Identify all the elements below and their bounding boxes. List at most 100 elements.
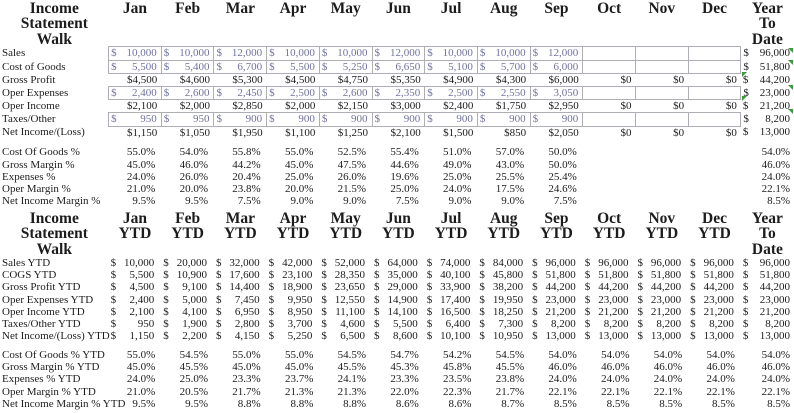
cell-taxes-other-ytd-jun-ytd[interactable]: $5,500 bbox=[372, 318, 425, 330]
cell-taxes-other-mar[interactable]: $900 bbox=[213, 112, 268, 127]
cell-cogs-ytd-dec-ytd[interactable]: $51,800 bbox=[688, 269, 741, 281]
row-label-net-income-margin-ytd[interactable]: Net Income Margin % YTD bbox=[2, 397, 126, 410]
cell-net-income-margin-ytd-apr-ytd[interactable]: 8.8% bbox=[290, 397, 314, 410]
cell-gross-profit-ytd-nov-ytd[interactable]: $44,200 bbox=[635, 281, 688, 293]
cell-cost-of-goods-mar[interactable]: $6,700 bbox=[213, 59, 268, 74]
cell-gross-margin-ytd-oct-ytd[interactable]: 46.0% bbox=[601, 361, 630, 374]
cell-gross-profit-ytd-apr-ytd[interactable]: $18,900 bbox=[267, 281, 320, 293]
cell-oper-expenses-feb[interactable]: $2,600 bbox=[160, 85, 215, 101]
cell-gross-margin-ytd-may-ytd[interactable]: 45.5% bbox=[337, 361, 367, 374]
cell-oper-income-feb[interactable]: $2,000 bbox=[179, 100, 210, 113]
cell-expenses-ytd-nov-ytd[interactable]: 24.0% bbox=[653, 373, 683, 386]
cell-taxes-other-nov[interactable] bbox=[634, 112, 689, 127]
column-header-sep-ytd[interactable]: Sep YTD bbox=[540, 210, 573, 243]
column-header-dec-ytd[interactable]: Dec YTD bbox=[698, 210, 731, 243]
cell-net-income-loss-ytd-oct-ytd[interactable]: $13,000 bbox=[583, 330, 636, 342]
column-header-oct-ytd[interactable]: Oct YTD bbox=[592, 210, 626, 243]
cell-sales-apr[interactable]: $10,000 bbox=[266, 46, 320, 61]
cell-net-income-margin-ytd-dec-ytd[interactable]: 8.5% bbox=[711, 397, 735, 410]
cell-oper-margin-ytd-oct-ytd[interactable]: 22.1% bbox=[601, 385, 630, 398]
cell-oper-income-jun[interactable]: $3,000 bbox=[390, 100, 421, 113]
cell-oper-expenses-ytd-apr-ytd[interactable]: $9,950 bbox=[267, 294, 320, 306]
cell-cost-of-goods-jul[interactable]: $5,100 bbox=[424, 59, 478, 74]
cell-gross-margin-ytd-ytd[interactable]: 46.0% bbox=[761, 361, 790, 374]
cell-expenses-ytd-dec-ytd[interactable]: 24.0% bbox=[706, 373, 735, 386]
cell-oper-income-ytd-sep-ytd[interactable]: $21,200 bbox=[530, 306, 583, 318]
cell-gross-profit-ytd-may-ytd[interactable]: $23,650 bbox=[319, 281, 372, 293]
cell-net-income-loss-dec[interactable]: $0 bbox=[725, 126, 737, 139]
row-label-oper-income-ytd[interactable]: Oper Income YTD bbox=[2, 305, 85, 318]
cell-gross-margin-ytd-aug-ytd[interactable]: 45.5% bbox=[495, 361, 525, 374]
row-label-sales[interactable]: Sales bbox=[2, 47, 26, 60]
cell-taxes-other-ytd-sep-ytd[interactable]: $8,200 bbox=[530, 318, 583, 330]
cell-expenses-ytd-apr-ytd[interactable]: 23.7% bbox=[284, 373, 314, 386]
cell-expenses-ytd-jun-ytd[interactable]: 23.3% bbox=[390, 373, 419, 386]
cell-cost-of-goods-oct[interactable] bbox=[583, 146, 636, 158]
column-header-jan-ytd[interactable]: Jan YTD bbox=[118, 210, 152, 243]
cell-oper-expenses-jun[interactable]: $2,350 bbox=[371, 85, 426, 101]
cell-sales-may[interactable]: $10,000 bbox=[318, 46, 373, 61]
cell-sales-ytd-oct-ytd[interactable]: $96,000 bbox=[583, 257, 636, 269]
cell-sales-mar[interactable]: $12,000 bbox=[213, 46, 268, 61]
cell-oper-income-ytd-aug-ytd[interactable]: $18,250 bbox=[477, 306, 530, 318]
cell-gross-margin-apr[interactable]: 45.0% bbox=[284, 158, 314, 171]
cell-net-income-loss-ytd-may-ytd[interactable]: $6,500 bbox=[319, 330, 372, 342]
cell-gross-profit-ytd-feb-ytd[interactable]: $9,100 bbox=[161, 281, 214, 293]
cell-oper-income-ytd[interactable]: $21,200 bbox=[741, 100, 794, 113]
cell-gross-margin-ytd-nov-ytd[interactable]: 46.0% bbox=[653, 361, 683, 374]
cell-gross-margin-sep[interactable]: 50.0% bbox=[548, 158, 577, 171]
cell-cogs-ytd-may-ytd[interactable]: $28,350 bbox=[319, 269, 372, 281]
cell-taxes-other-ytd-jan-ytd[interactable]: $950 bbox=[109, 318, 162, 330]
cell-gross-margin-may[interactable]: 47.5% bbox=[337, 158, 367, 171]
cell-net-income-margin-ytd-aug-ytd[interactable]: 8.7% bbox=[501, 397, 525, 410]
cell-net-income-margin-aug[interactable]: 9.0% bbox=[501, 195, 525, 208]
cell-sales-ytd-apr-ytd[interactable]: $42,000 bbox=[267, 257, 320, 269]
cell-gross-profit-ytd-dec-ytd[interactable]: $44,200 bbox=[688, 281, 741, 293]
cell-net-income-margin-dec[interactable] bbox=[688, 195, 741, 207]
cell-cost-of-goods-jun[interactable]: 55.4% bbox=[390, 146, 419, 159]
cell-oper-income-jul[interactable]: $2,400 bbox=[443, 100, 474, 113]
cell-expenses-ytd-ytd[interactable]: 24.0% bbox=[761, 373, 790, 386]
cell-taxes-other-aug[interactable]: $900 bbox=[476, 112, 531, 127]
cell-net-income-loss-feb[interactable]: $1,050 bbox=[179, 126, 210, 139]
row-label-expenses-ytd[interactable]: Expenses % YTD bbox=[2, 373, 81, 386]
cell-oper-income-ytd-jan-ytd[interactable]: $2,100 bbox=[109, 306, 162, 318]
column-header-year-to-date[interactable]: Year To Date bbox=[751, 0, 783, 48]
cell-cost-of-goods-ytd-jul-ytd[interactable]: 54.2% bbox=[443, 349, 472, 362]
cell-net-income-loss-ytd-jul-ytd[interactable]: $10,100 bbox=[425, 330, 478, 342]
row-label-expenses[interactable]: Expenses % bbox=[2, 170, 56, 183]
cell-taxes-other-ytd-apr-ytd[interactable]: $3,700 bbox=[267, 318, 320, 330]
cell-taxes-other-jun[interactable]: $900 bbox=[371, 112, 426, 127]
cell-oper-margin-ytd-may-ytd[interactable]: 21.3% bbox=[337, 385, 367, 398]
cell-gross-profit-jun[interactable]: $5,350 bbox=[390, 73, 421, 86]
cell-expenses-jan[interactable]: 24.0% bbox=[126, 170, 156, 183]
cell-net-income-loss-jun[interactable]: $2,100 bbox=[390, 126, 421, 139]
cell-sales-ytd-jun-ytd[interactable]: $64,000 bbox=[372, 257, 425, 269]
cell-expenses-may[interactable]: 26.0% bbox=[337, 170, 367, 183]
cell-net-income-margin-sep[interactable]: 7.5% bbox=[553, 195, 577, 208]
cell-net-income-loss-may[interactable]: $1,250 bbox=[337, 126, 369, 139]
cell-expenses-ytd-aug-ytd[interactable]: 23.8% bbox=[495, 373, 525, 386]
cell-oper-expenses-ytd-sep-ytd[interactable]: $23,000 bbox=[530, 294, 583, 306]
cell-gross-margin-dec[interactable] bbox=[688, 159, 741, 171]
cell-gross-margin-ytd-apr-ytd[interactable]: 45.0% bbox=[284, 361, 314, 374]
cell-gross-margin-ytd-feb-ytd[interactable]: 45.5% bbox=[179, 361, 208, 374]
cell-net-income-margin-jun[interactable]: 7.5% bbox=[395, 195, 419, 208]
cell-sales-ytd-mar-ytd[interactable]: $32,000 bbox=[214, 257, 267, 269]
cell-cost-of-goods-ytd-mar-ytd[interactable]: 55.0% bbox=[232, 349, 261, 362]
cell-expenses-sep[interactable]: 25.4% bbox=[548, 170, 577, 183]
column-header-apr-ytd[interactable]: Apr YTD bbox=[276, 210, 310, 243]
table-title[interactable]: Income Statement Walk bbox=[20, 0, 88, 48]
cell-net-income-loss-ytd-feb-ytd[interactable]: $2,200 bbox=[161, 330, 214, 342]
cell-net-income-margin-jan[interactable]: 9.5% bbox=[132, 195, 156, 208]
cell-net-income-margin-ytd-mar-ytd[interactable]: 8.8% bbox=[237, 397, 261, 410]
row-label-net-income-loss-ytd[interactable]: Net Income/(Loss) YTD bbox=[2, 330, 110, 343]
row-label-gross-margin-ytd[interactable]: Gross Margin % YTD bbox=[2, 361, 100, 374]
cell-gross-margin-ytd-jul-ytd[interactable]: 45.8% bbox=[443, 361, 472, 374]
cell-net-income-margin-mar[interactable]: 7.5% bbox=[237, 195, 261, 208]
cell-cogs-ytd-nov-ytd[interactable]: $51,800 bbox=[635, 269, 688, 281]
cell-sales-ytd-dec-ytd[interactable]: $96,000 bbox=[688, 257, 741, 269]
cell-oper-expenses-jan[interactable]: $2,400 bbox=[108, 85, 162, 101]
cell-oper-expenses-ytd-nov-ytd[interactable]: $23,000 bbox=[635, 294, 688, 306]
cell-cogs-ytd-sep-ytd[interactable]: $51,800 bbox=[530, 269, 583, 281]
